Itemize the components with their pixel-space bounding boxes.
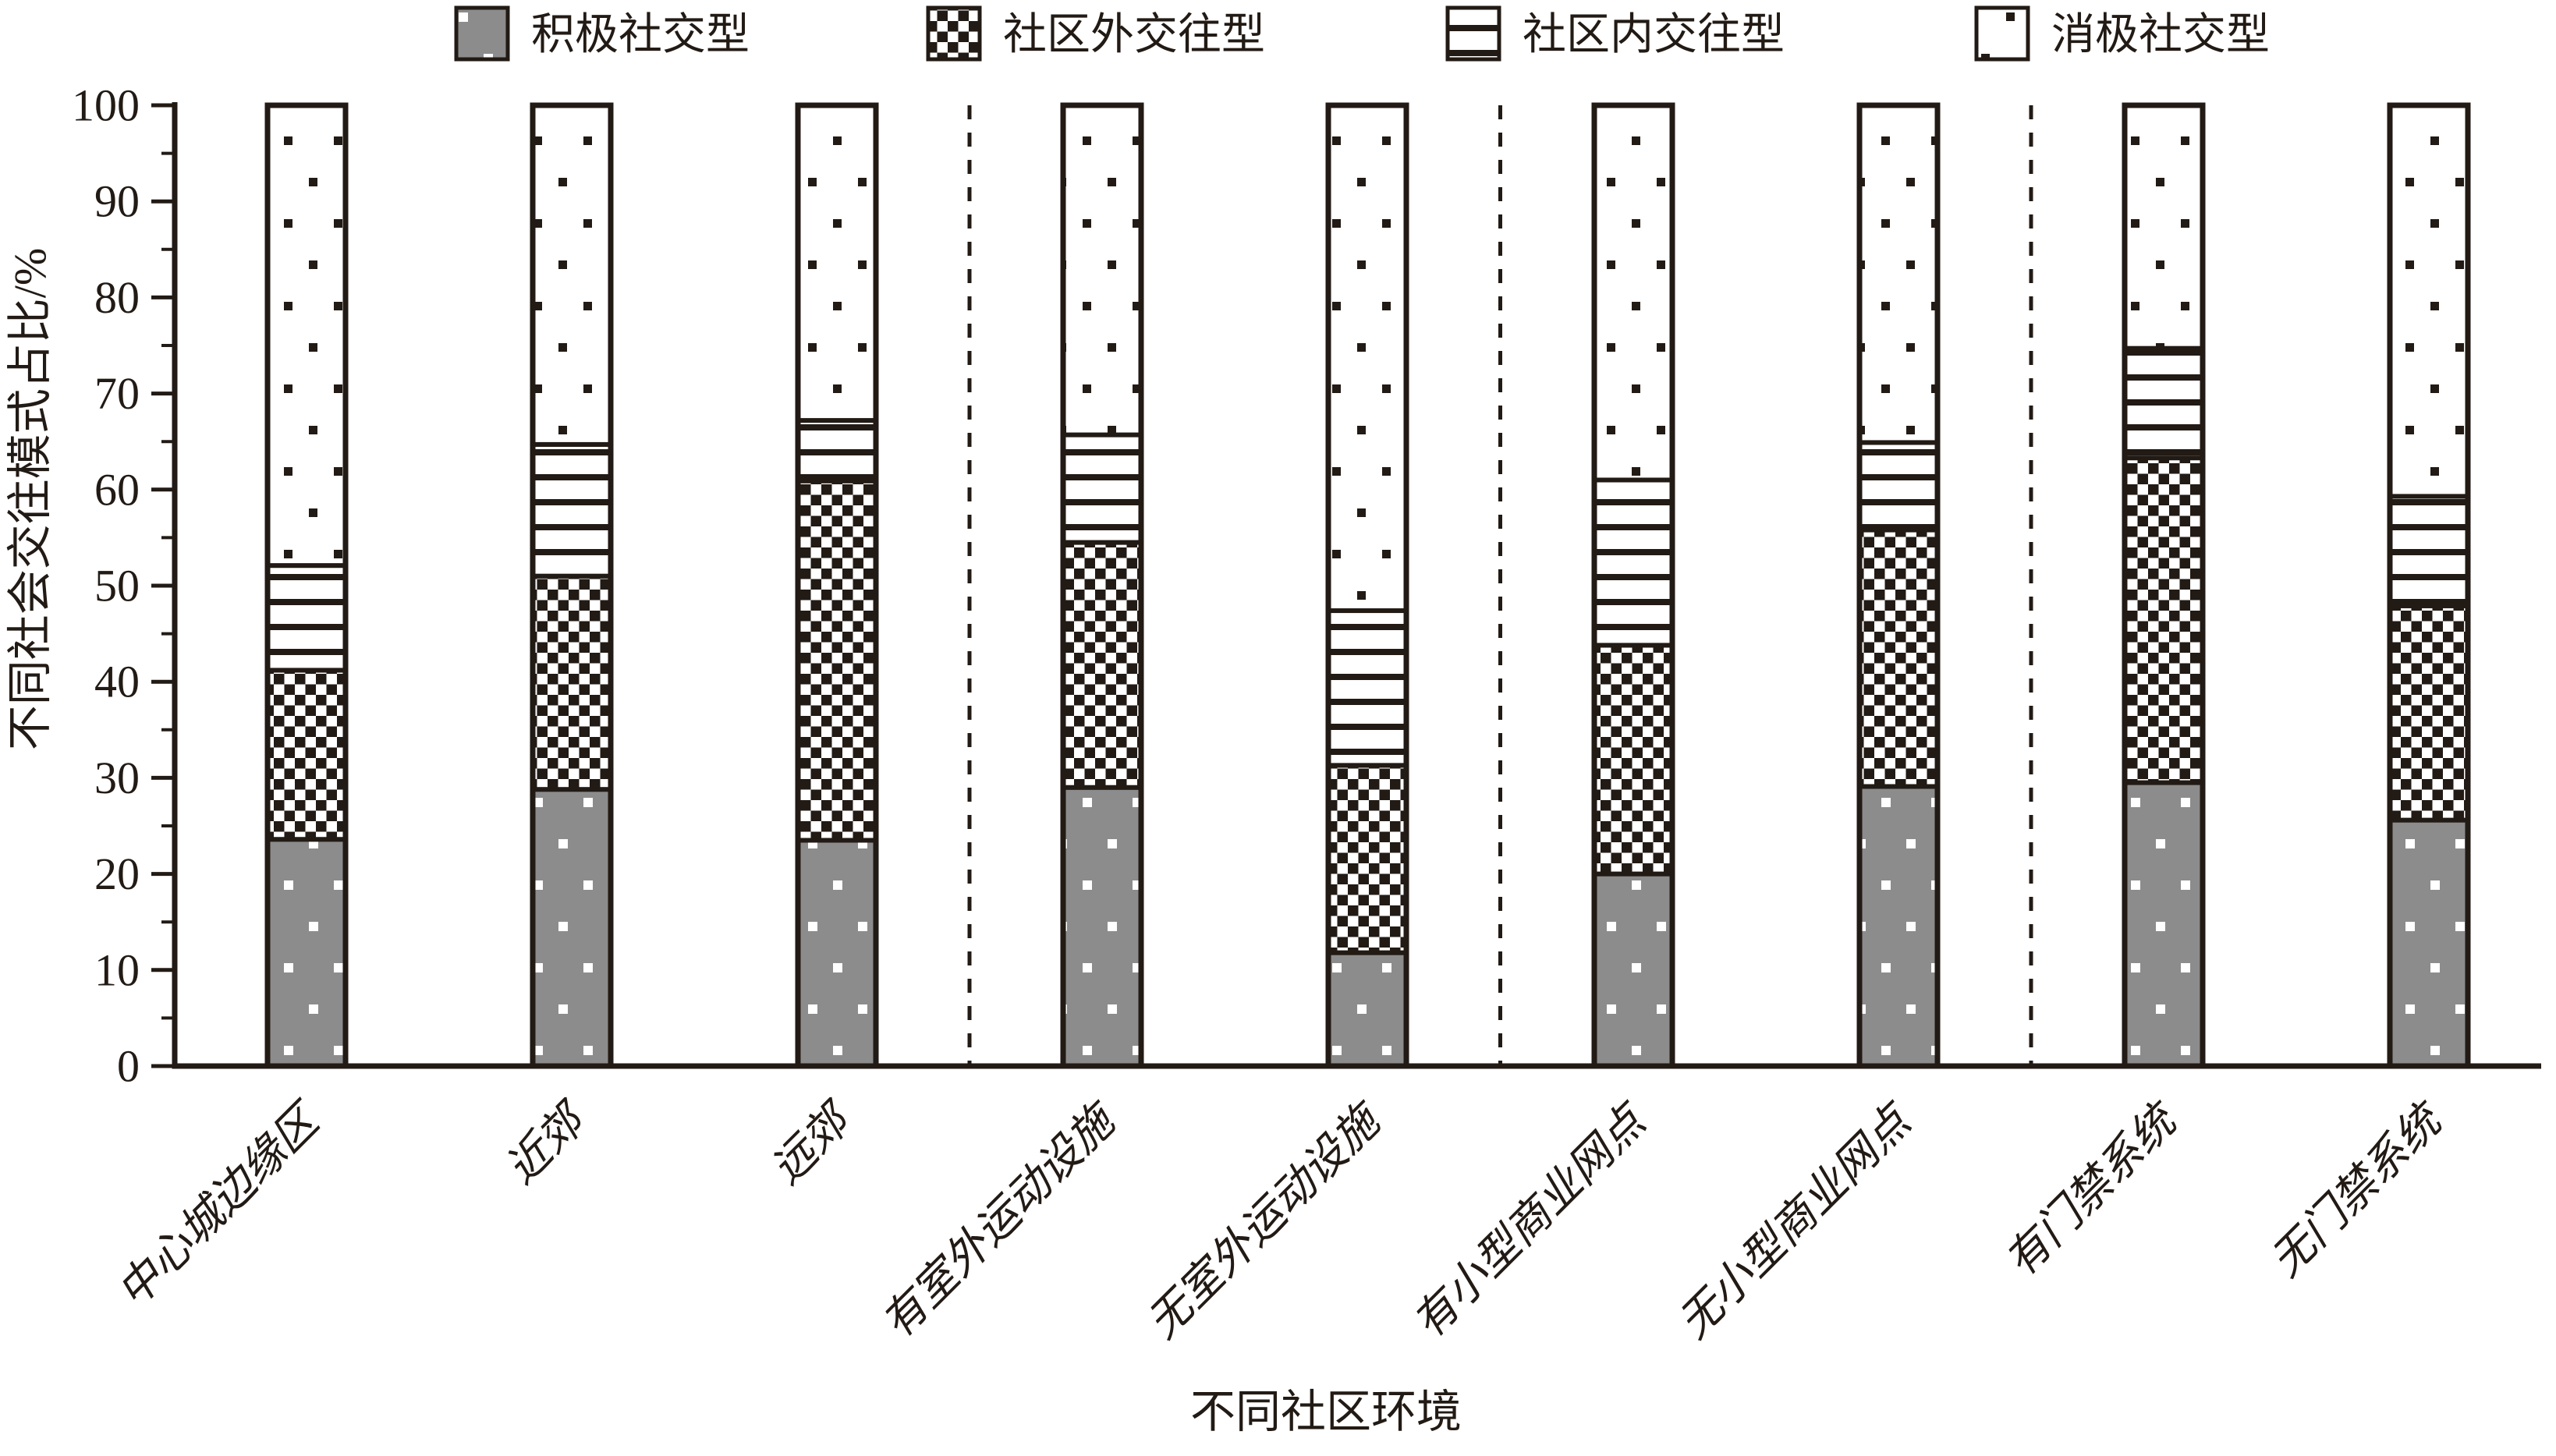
- bar-segment: [2388, 494, 2470, 608]
- legend-item: 积极社交型: [454, 5, 750, 62]
- bar-segment: [530, 787, 613, 1069]
- bar-segment: [1857, 784, 1940, 1068]
- y-tick-label: 70: [94, 368, 140, 419]
- legend-item-label: 社区外交往型: [1003, 11, 1265, 59]
- y-tick-label: 30: [94, 753, 140, 803]
- y-tick-label: 100: [72, 80, 140, 131]
- legend-swatch: [1974, 5, 2030, 62]
- legend-item-label: 积极社交型: [531, 11, 750, 59]
- bar-segment: [796, 418, 878, 484]
- bar-segment: [2388, 603, 2470, 823]
- bar-segment: [2122, 345, 2205, 461]
- bar-segment: [2122, 103, 2205, 351]
- bar-segment: [1857, 527, 1940, 789]
- bar-segment: [530, 103, 613, 447]
- y-tick-label: 20: [94, 848, 140, 899]
- legend: 积极社交型 社区外交往型 社区内交往型 消极社交型: [454, 5, 2270, 62]
- x-category-label: 有门禁系统: [1996, 1093, 2189, 1286]
- y-tick-label: 50: [94, 561, 140, 611]
- bar-segment: [1061, 103, 1143, 438]
- legend-item-label: 社区内交往型: [1523, 11, 1785, 59]
- y-tick-label: 90: [94, 176, 140, 227]
- bar-segment: [1592, 103, 1675, 483]
- bar-segment: [1592, 643, 1675, 877]
- bar-segment: [265, 103, 348, 569]
- bars-group: [264, 102, 2471, 1069]
- bar-segment: [530, 441, 613, 579]
- x-category-label: 无小型商业网点: [1669, 1094, 1923, 1348]
- y-axis-title: 不同社会交往模式占比/%: [5, 248, 55, 750]
- bar-segment: [796, 838, 878, 1068]
- y-tick-label: 60: [94, 464, 140, 515]
- bar-segment: [1857, 103, 1940, 445]
- legend-item: 社区外交往型: [926, 5, 1265, 62]
- legend-swatch: [454, 5, 510, 62]
- bar-segment: [2388, 817, 2470, 1069]
- bar-segment: [265, 837, 348, 1069]
- bar-segment: [2388, 103, 2470, 499]
- bar-segment: [1592, 871, 1675, 1068]
- x-category-label: 中心城边缘区: [108, 1093, 331, 1316]
- bar-segment: [265, 563, 348, 673]
- bar-segment: [1326, 608, 1409, 768]
- bar-segment: [1061, 432, 1143, 545]
- x-category-label: 近郊: [497, 1093, 597, 1194]
- y-tick-label: 40: [94, 657, 140, 707]
- legend-item: 消极社交型: [1974, 5, 2270, 62]
- legend-item: 社区内交往型: [1445, 5, 1785, 62]
- bar-segment: [2122, 455, 2205, 785]
- x-category-label: 有小型商业网点: [1404, 1094, 1657, 1348]
- x-category-label: 无室外运动设施: [1138, 1093, 1393, 1348]
- legend-swatch: [926, 5, 982, 62]
- bar-segment: [1061, 785, 1143, 1068]
- bar-segment: [530, 573, 613, 792]
- bar-segment: [1061, 540, 1143, 790]
- bar-segment: [1326, 763, 1409, 955]
- x-category-label: 无门禁系统: [2261, 1093, 2454, 1286]
- x-category-label: 远郊: [762, 1093, 863, 1194]
- y-tick-label: 0: [117, 1041, 140, 1092]
- bar-segment: [796, 478, 878, 843]
- bar-segment: [1326, 103, 1409, 614]
- bar-segment: [2122, 780, 2205, 1068]
- group-separators: [967, 105, 2033, 1066]
- bar-segment: [1592, 477, 1675, 648]
- bar-segment: [265, 668, 348, 842]
- bar-segment: [1857, 440, 1940, 533]
- x-axis-title: 不同社区环境: [1190, 1387, 1462, 1437]
- x-category-label: 有室外运动设施: [873, 1093, 1128, 1348]
- legend-item-label: 消极社交型: [2051, 11, 2270, 59]
- legend-swatch: [1445, 5, 1501, 62]
- y-tick-label: 80: [94, 272, 140, 323]
- bar-segment: [796, 103, 878, 423]
- y-tick-label: 10: [94, 944, 140, 995]
- bar-segment: [1326, 950, 1409, 1069]
